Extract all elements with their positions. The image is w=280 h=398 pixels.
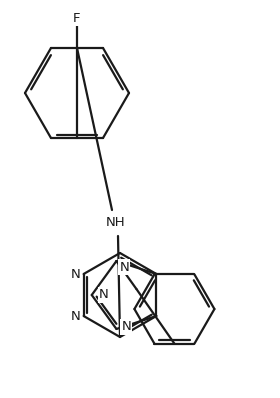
Text: F: F bbox=[73, 12, 81, 25]
Text: N: N bbox=[71, 310, 81, 322]
Text: N: N bbox=[120, 261, 129, 273]
Text: NH: NH bbox=[106, 215, 126, 228]
Text: N: N bbox=[99, 289, 109, 302]
Text: N: N bbox=[122, 320, 131, 334]
Text: N: N bbox=[71, 267, 81, 281]
